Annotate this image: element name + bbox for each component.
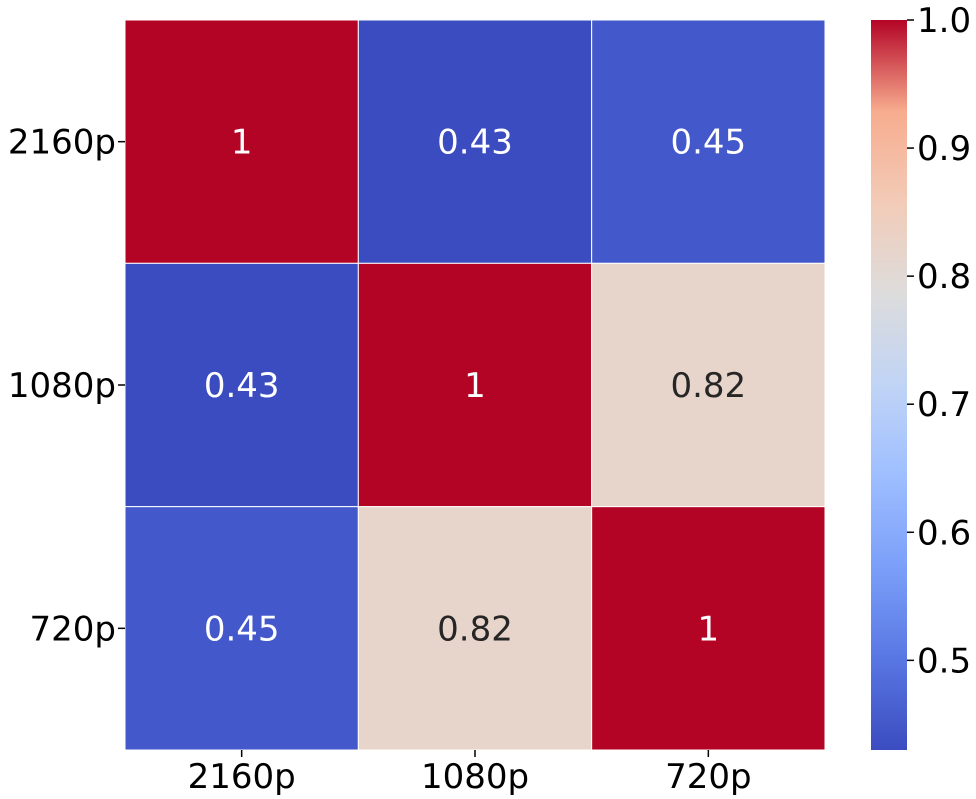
colorbar-tick-label: 0.7 — [917, 385, 971, 425]
x-tick-label: 2160p — [188, 757, 296, 797]
cell-value-label: 0.43 — [204, 366, 280, 406]
colorbar-ticks: 0.5 0.6 0.7 0.8 0.9 1.0 — [907, 1, 971, 681]
colorbar-tick-label: 0.8 — [917, 257, 971, 297]
cell-value-label: 0.43 — [437, 123, 513, 163]
colorbar-tick-label: 0.6 — [917, 513, 971, 553]
cell-value-label: 1 — [464, 366, 486, 406]
cell-value-label: 1 — [231, 123, 253, 163]
heatmap-cell — [124, 506, 359, 751]
heatmap-cell — [591, 262, 826, 508]
heatmap-cells — [124, 19, 826, 751]
heatmap-cell — [124, 262, 359, 508]
y-tick-label: 720p — [30, 609, 116, 649]
cell-value-label: 0.45 — [204, 609, 280, 649]
x-tick-label: 1080p — [421, 757, 529, 797]
colorbar-tick-label: 0.5 — [917, 641, 971, 681]
colorbar-tick-label: 1.0 — [917, 1, 971, 41]
cell-annotations: 1 0.43 0.45 0.43 1 0.82 0.45 0.82 1 — [204, 123, 746, 650]
y-tick-label: 1080p — [8, 366, 116, 406]
cell-value-label: 0.82 — [670, 366, 746, 406]
cell-value-label: 1 — [698, 609, 720, 649]
y-axis: 2160p 1080p 720p — [8, 123, 125, 649]
heatmap-cell — [357, 19, 593, 264]
heatmap-cell — [357, 506, 593, 751]
heatmap-cell — [124, 19, 359, 264]
x-tick-label: 720p — [665, 757, 751, 797]
cell-value-label: 0.82 — [437, 609, 513, 649]
colorbar-tick-label: 0.9 — [917, 129, 971, 169]
cell-value-label: 0.45 — [670, 123, 746, 163]
heatmap-cell — [357, 262, 593, 508]
x-axis: 2160p 1080p 720p — [188, 750, 752, 797]
colorbar-gradient — [871, 20, 907, 750]
colorbar — [871, 20, 907, 750]
heatmap-cell — [591, 19, 826, 264]
y-tick-label: 2160p — [8, 123, 116, 163]
